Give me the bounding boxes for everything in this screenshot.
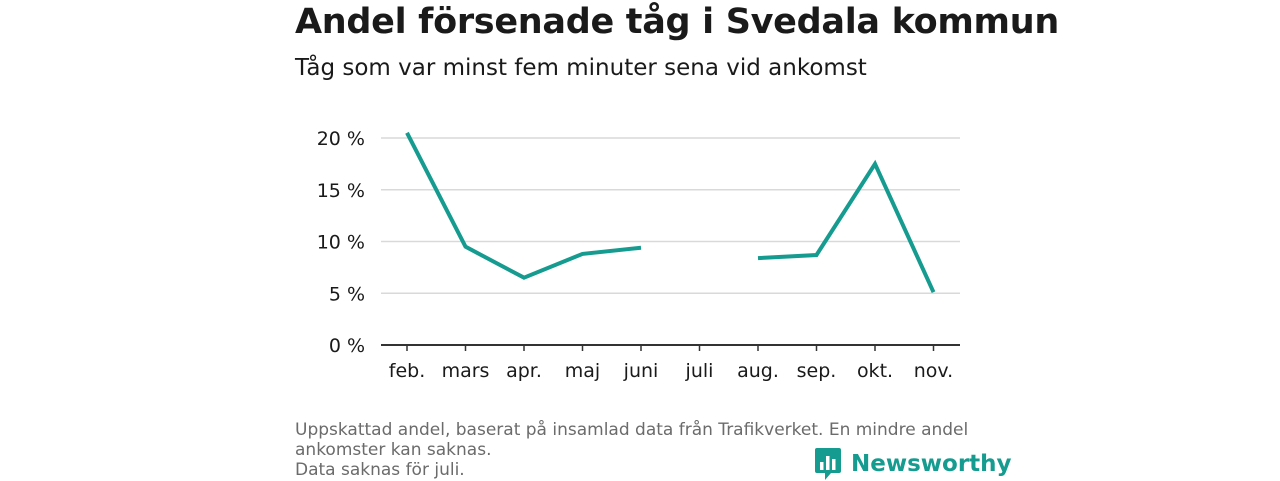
series-line-segment: [757, 159, 936, 294]
y-tick-label: 15 %: [317, 180, 365, 202]
newsworthy-logo: Newsworthy: [814, 447, 1012, 481]
y-tick-label: 10 %: [317, 232, 365, 254]
footnote: Uppskattad andel, baserat på insamlad da…: [295, 420, 985, 480]
x-tick-label: apr.: [506, 360, 542, 382]
line-chart: 0 % 5 % 10 % 15 % 20 % feb. mars apr. maj juni ju…: [317, 128, 960, 382]
x-tick-label: nov.: [914, 360, 953, 382]
y-tick-label: 0 %: [329, 335, 365, 357]
x-tick-label: okt.: [857, 360, 893, 382]
y-tick-label: 20 %: [317, 128, 365, 150]
chart-subtitle: Tåg som var minst fem minuter sena vid a…: [295, 55, 867, 81]
x-tick-label: juli: [685, 360, 714, 382]
footnote-line: Data saknas för juli.: [295, 460, 465, 480]
x-tick-label: aug.: [737, 360, 779, 382]
x-tick-label: juni: [623, 360, 659, 382]
x-tick-label: feb.: [389, 360, 425, 382]
y-tick-label: 5 %: [329, 283, 365, 305]
x-axis: [381, 344, 960, 351]
chart-title: Andel försenade tåg i Svedala kommun: [295, 2, 1059, 42]
bar-chart-speech-bubble-icon: [815, 448, 841, 480]
series-line-segment: [405, 131, 642, 280]
brand-name: Newsworthy: [851, 451, 1012, 477]
y-tick-labels: 0 % 5 % 10 % 15 % 20 %: [317, 128, 365, 357]
grid-lines: [381, 137, 960, 294]
x-tick-label: sep.: [797, 360, 837, 382]
x-tick-label: maj: [565, 360, 600, 382]
footnote-line: Uppskattad andel, baserat på insamlad da…: [295, 420, 969, 440]
series-lines: [405, 131, 936, 294]
x-tick-labels: feb. mars apr. maj juni juli aug. sep. okt. nov.: [389, 360, 953, 382]
x-tick-label: mars: [442, 360, 490, 382]
footnote-line: ankomster kan saknas.: [295, 440, 492, 460]
